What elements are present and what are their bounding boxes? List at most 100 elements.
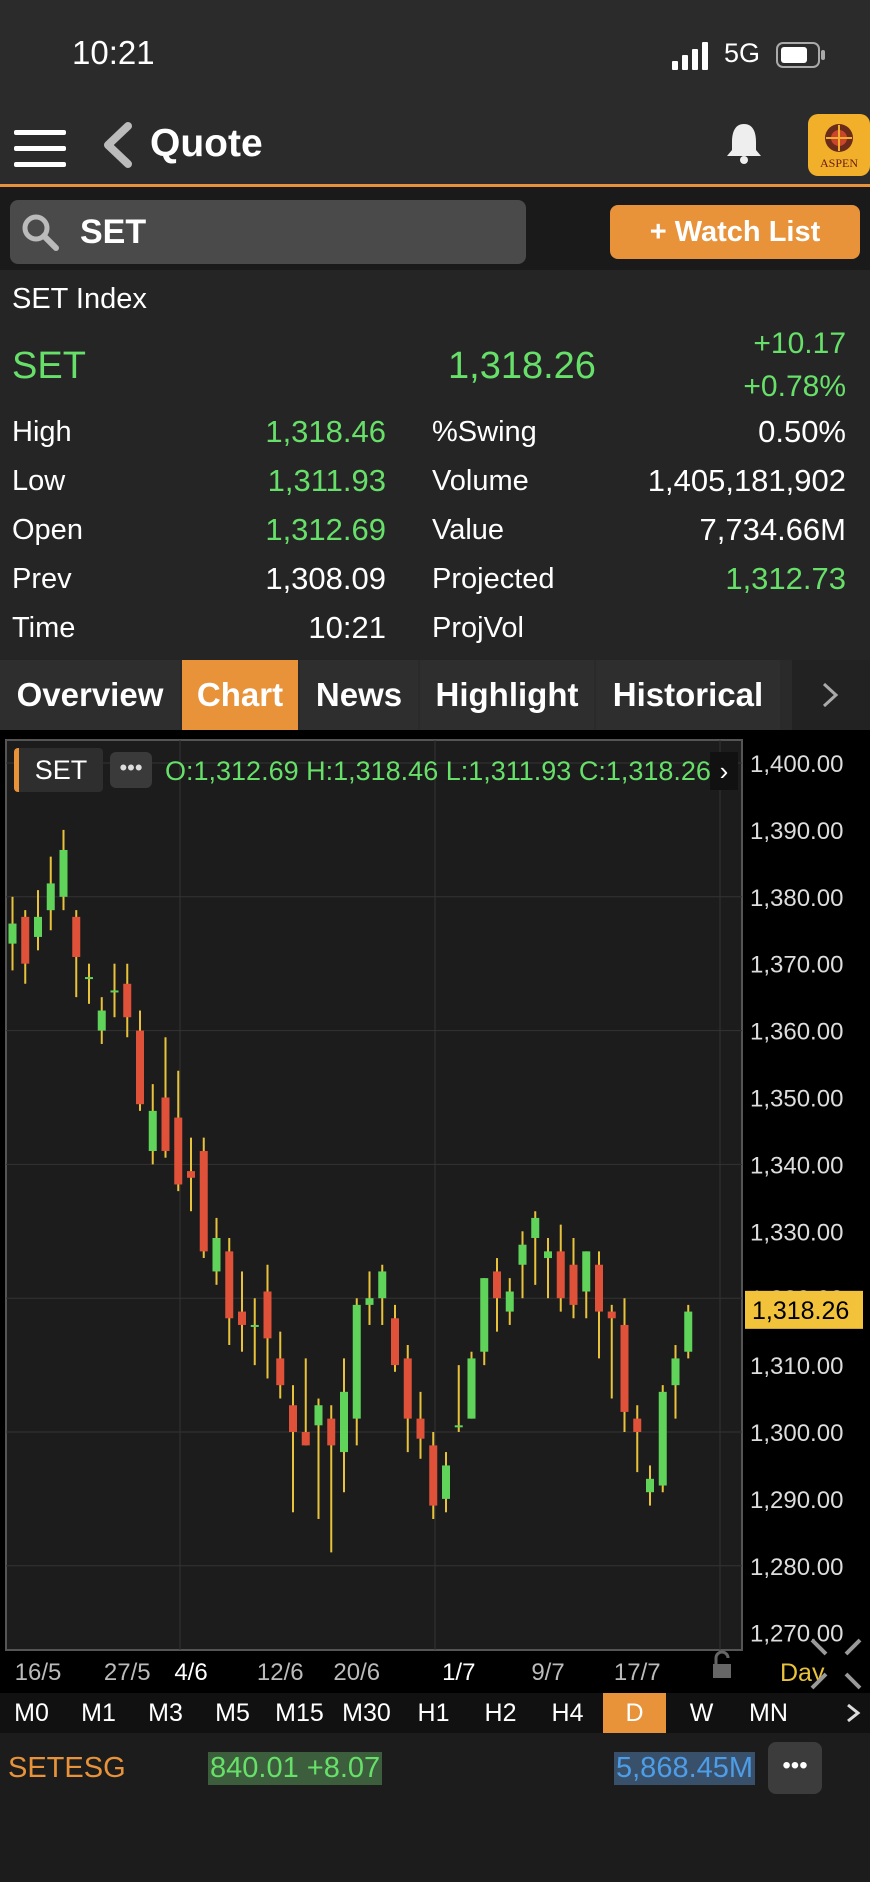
y-tick-label: 1,370.00 <box>750 952 843 979</box>
chevron-right-icon <box>822 682 839 708</box>
timeframe-m1[interactable]: M1 <box>81 1699 116 1727</box>
tab-historical[interactable]: Historical <box>596 660 780 730</box>
candle-body <box>110 990 119 993</box>
menu-icon[interactable] <box>12 124 70 174</box>
candle-body <box>174 1117 183 1185</box>
candle-body <box>607 1311 616 1319</box>
stat-value: 1,311.93 <box>267 463 386 498</box>
stat-label: Time <box>12 612 76 644</box>
last-price-label: 1,318.26 <box>752 1297 849 1325</box>
candle-body <box>403 1358 412 1419</box>
timeframe-h2[interactable]: H2 <box>484 1699 517 1727</box>
stat-value: 0.50% <box>758 414 846 449</box>
index-name: SET Index <box>12 283 147 315</box>
y-tick-label: 1,280.00 <box>750 1554 843 1581</box>
stat-label: Value <box>432 514 505 546</box>
timeframe-mn[interactable]: MN <box>749 1699 788 1727</box>
timeframe-scroll-right-button[interactable] <box>838 1693 870 1733</box>
y-tick-label: 1,290.00 <box>750 1487 843 1514</box>
candlestick-chart[interactable]: 1,400.00 1,390.00 1,380.00 1,370.00 1,360.00… <box>0 730 870 1693</box>
add-watchlist-button[interactable]: + Watch List <box>610 205 860 259</box>
candle-body <box>85 977 93 980</box>
status-bar <box>0 0 870 110</box>
last-price-marker <box>745 1290 863 1329</box>
tab-overview[interactable]: Overview <box>0 660 180 730</box>
y-tick-label: 1,330.00 <box>750 1219 843 1246</box>
candle-body <box>480 1278 489 1352</box>
candle-body <box>531 1217 540 1238</box>
x-tick-label: 16/5 <box>15 1659 62 1686</box>
y-tick-label: 1,380.00 <box>750 885 843 912</box>
candle-body <box>671 1358 680 1386</box>
candle-body <box>493 1271 501 1299</box>
search-icon <box>22 214 59 251</box>
ticker-price-change: 840.01 +8.07 <box>208 1752 383 1785</box>
candle-body <box>365 1298 374 1305</box>
candle-body <box>199 1151 208 1252</box>
stat-label: Volume <box>432 465 529 497</box>
tab-highlight[interactable]: Highlight <box>420 660 594 730</box>
ticker-more-button[interactable]: ••• <box>768 1742 822 1794</box>
timeframe-bar <box>0 1693 870 1733</box>
search-input[interactable] <box>80 212 480 252</box>
candle-body <box>314 1405 323 1426</box>
ticker-value: 5,868.45M <box>614 1752 756 1785</box>
tab-news[interactable]: News <box>300 660 418 730</box>
bell-icon[interactable] <box>724 120 764 166</box>
candle-body <box>123 983 132 1018</box>
timeframe-m30[interactable]: M30 <box>342 1699 391 1727</box>
y-tick-label: 1,300.00 <box>750 1420 843 1447</box>
timeframe-h1[interactable]: H1 <box>417 1699 450 1727</box>
timeframe-m15[interactable]: M15 <box>275 1699 324 1727</box>
candle-body <box>263 1291 272 1339</box>
candle-body <box>429 1445 438 1506</box>
stat-label: %Swing <box>432 416 537 448</box>
timeframe-m0[interactable]: M0 <box>14 1699 49 1727</box>
nav-bar <box>0 110 870 187</box>
chart-symbol-button[interactable]: SET <box>14 748 103 792</box>
candle-body <box>391 1318 399 1366</box>
candle-body <box>633 1418 642 1432</box>
candle-body <box>340 1391 348 1453</box>
ticker-symbol[interactable]: SETESG <box>8 1752 126 1784</box>
aspen-logo-graphic <box>825 124 853 152</box>
chevron-right-icon[interactable]: › <box>710 752 738 790</box>
candle-body <box>289 1405 297 1432</box>
tab-chart[interactable]: Chart <box>182 660 298 730</box>
candle-body <box>250 1324 259 1327</box>
expand-icon[interactable] <box>810 1638 862 1690</box>
timeframe-m3[interactable]: M3 <box>148 1699 183 1727</box>
stat-value: 1,318.46 <box>265 414 386 449</box>
candle-body <box>327 1418 336 1446</box>
stat-value: 1,312.73 <box>725 561 846 596</box>
stat-value: 1,405,181,902 <box>647 463 846 498</box>
candle-body <box>416 1418 425 1439</box>
candle-body <box>187 1171 195 1178</box>
ohlc-readout: O:1,312.69 H:1,318.46 L:1,311.93 C:1,318… <box>165 756 711 786</box>
back-chevron-icon[interactable] <box>100 120 134 170</box>
candle-body <box>72 916 81 958</box>
timeframe-w[interactable]: W <box>689 1699 714 1727</box>
y-tick-label: 1,310.00 <box>750 1353 843 1380</box>
candle-body <box>569 1264 578 1305</box>
y-tick-label: 1,360.00 <box>750 1019 843 1046</box>
chart-more-button[interactable]: ••• <box>110 752 152 788</box>
stat-value: 10:21 <box>308 610 386 645</box>
stat-label: Projected <box>432 563 555 595</box>
timeframe-d[interactable]: D <box>603 1693 666 1733</box>
aspen-logo[interactable]: ASPEN <box>808 114 870 176</box>
tab-bar: Overview Chart News Highlight Historical <box>0 660 870 730</box>
timeframe-m5[interactable]: M5 <box>215 1699 250 1727</box>
chevron-right-icon <box>847 1703 861 1723</box>
candle-body <box>276 1358 285 1386</box>
candle-body <box>352 1304 361 1419</box>
last-price: 1,318.26 <box>448 345 596 387</box>
status-time: 10:21 <box>72 34 155 71</box>
tab-scroll-right-button[interactable] <box>792 660 870 730</box>
timeframe-h4[interactable]: H4 <box>551 1699 584 1727</box>
stat-value: 1,308.09 <box>265 561 386 596</box>
candle-body <box>161 1097 170 1152</box>
price-change-percent: +0.78% <box>743 370 846 403</box>
page-title: Quote <box>150 122 263 165</box>
candle-body <box>595 1264 603 1312</box>
